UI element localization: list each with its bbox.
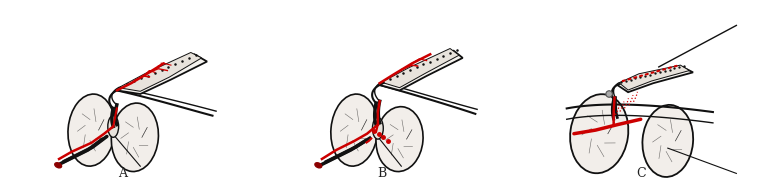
Polygon shape xyxy=(117,54,207,94)
Polygon shape xyxy=(617,67,693,92)
Ellipse shape xyxy=(376,107,423,171)
Ellipse shape xyxy=(112,103,159,171)
Polygon shape xyxy=(119,52,201,91)
Circle shape xyxy=(606,91,612,97)
Text: C: C xyxy=(636,167,646,180)
Ellipse shape xyxy=(373,118,383,139)
Ellipse shape xyxy=(331,94,378,166)
Ellipse shape xyxy=(68,94,115,166)
Ellipse shape xyxy=(570,94,629,173)
Ellipse shape xyxy=(643,105,694,177)
Polygon shape xyxy=(619,65,690,90)
Polygon shape xyxy=(380,51,462,90)
Text: A: A xyxy=(118,167,127,180)
Ellipse shape xyxy=(108,116,119,137)
Text: B: B xyxy=(377,167,386,180)
Polygon shape xyxy=(381,49,459,88)
Ellipse shape xyxy=(55,163,62,168)
Ellipse shape xyxy=(315,163,322,168)
